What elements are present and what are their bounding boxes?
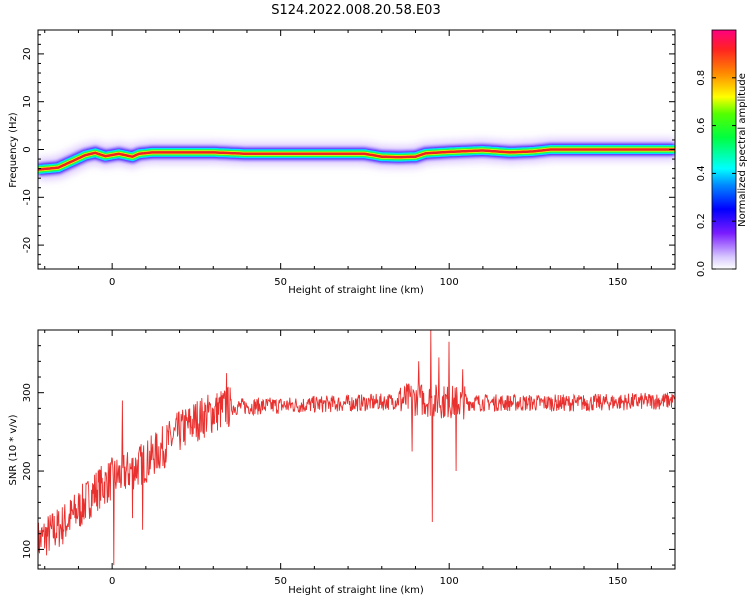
spectrogram-ytick-label: 20 (22, 48, 33, 61)
spectrogram-xtick-label: 50 (274, 277, 287, 288)
colorbar-gradient (711, 29, 737, 270)
colorbar-tick-label: 0.2 (696, 213, 707, 229)
figure-title: S124.2022.008.20.58.E03 (271, 3, 440, 18)
snr-xtick-label: 0 (109, 576, 115, 587)
spectrogram-ytick-label: -20 (22, 237, 33, 253)
snr-xtick-label: 50 (274, 576, 287, 587)
snr-ytick-label: 200 (22, 462, 33, 481)
snr-panel: 0 50 100 150 100 200 300 Height of straight li… (8, 329, 676, 596)
colorbar: 0.0 0.2 0.4 0.6 0.8 Normalized spectral ampl… (696, 29, 748, 277)
snr-ylabel: SNR (10 * v/v) (8, 414, 19, 485)
spectrogram-ytick-label: -10 (22, 189, 33, 205)
spectrogram-xlabel: Height of straight line (km) (288, 285, 424, 296)
snr-xlabel: Height of straight line (km) (288, 585, 424, 596)
spectrogram-xtick-label: 0 (109, 277, 115, 288)
spectrogram-ridge (38, 148, 675, 171)
snr-ytick-label: 100 (22, 540, 33, 559)
spectrogram-ylabel: Frequency (Hz) (8, 112, 19, 188)
spectrogram-ytick-label: 0 (22, 146, 33, 152)
snr-ytick-label: 300 (22, 383, 33, 402)
snr-xtick-label: 150 (608, 576, 627, 587)
colorbar-label: Normalized spectral amplitude (737, 73, 748, 227)
colorbar-tick-label: 0.6 (696, 118, 707, 134)
spectrogram-panel: 0 50 100 150 -20 -10 0 10 20 Height of straight … (8, 29, 676, 296)
spectrogram-xtick-label: 100 (440, 277, 459, 288)
colorbar-tick-label: 0.0 (696, 261, 707, 277)
snr-xtick-label: 100 (440, 576, 459, 587)
spectrogram-ytick-label: 10 (22, 95, 33, 108)
snr-axes-frame (37, 329, 676, 570)
spectrogram-xtick-label: 150 (608, 277, 627, 288)
snr-line (38, 330, 675, 566)
colorbar-tick-label: 0.8 (696, 70, 707, 86)
colorbar-tick-label: 0.4 (696, 165, 707, 181)
